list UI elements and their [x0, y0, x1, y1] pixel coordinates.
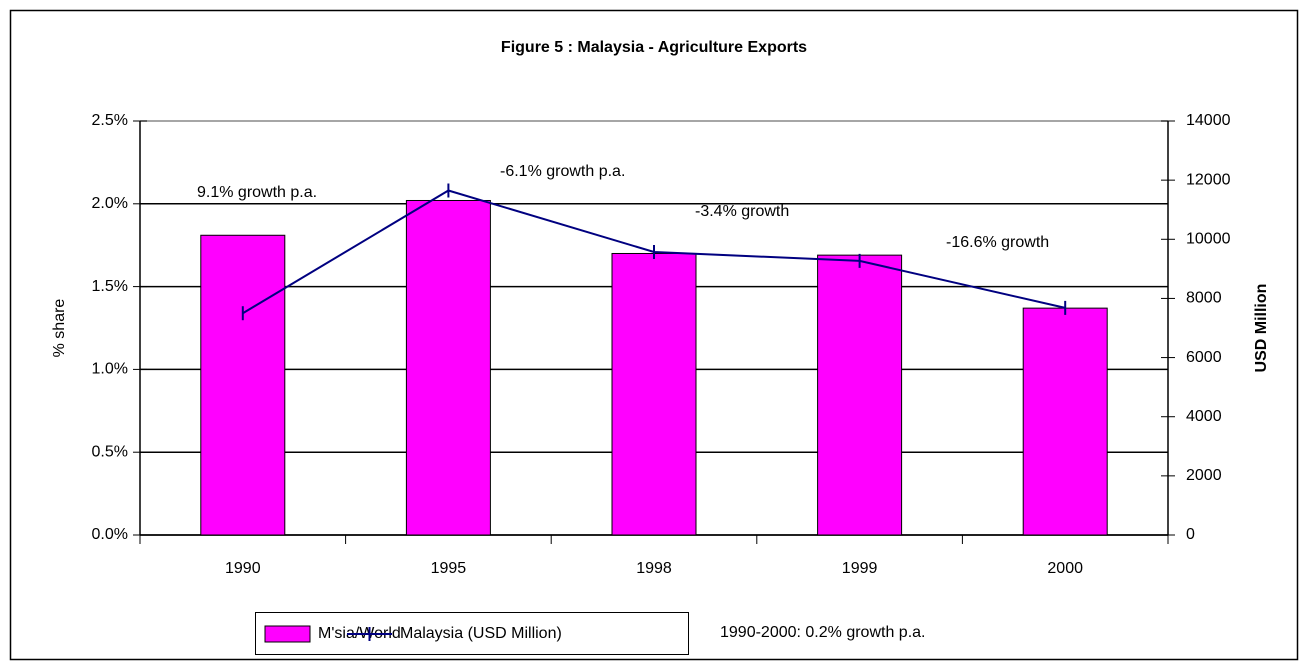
x-tick-label: 1995 — [431, 560, 467, 577]
y2-tick-label: 2000 — [1186, 467, 1222, 484]
y-tick-label: 0.5% — [92, 443, 128, 460]
x-tick-label: 1999 — [842, 560, 878, 577]
y-axis-label: % share — [51, 299, 68, 358]
legend-swatch — [264, 625, 311, 643]
y-tick-label: 1.0% — [92, 361, 128, 378]
annotation: -3.4% growth — [695, 203, 789, 220]
bar — [405, 199, 491, 536]
bar — [611, 252, 697, 536]
y-tick-label: 1.5% — [92, 278, 128, 295]
y-tick-label: 0.0% — [92, 526, 128, 543]
y2-tick-label: 4000 — [1186, 408, 1222, 425]
chart-title: Figure 5 : Malaysia - Agriculture Export… — [501, 39, 807, 56]
bar — [1022, 307, 1108, 536]
annotation: -16.6% growth — [946, 234, 1049, 251]
y2-tick-label: 14000 — [1186, 112, 1231, 129]
x-tick-label: 2000 — [1047, 560, 1083, 577]
annotation: 1990-2000: 0.2% growth p.a. — [720, 624, 925, 641]
y2-tick-label: 8000 — [1186, 290, 1222, 307]
legend-label: Malaysia (USD Million) — [400, 625, 562, 642]
y2-axis-label: USD Million — [1253, 284, 1270, 373]
y-tick-label: 2.0% — [92, 195, 128, 212]
annotation: -6.1% growth p.a. — [500, 163, 625, 180]
y2-tick-label: 10000 — [1186, 231, 1231, 248]
y2-tick-label: 6000 — [1186, 349, 1222, 366]
x-tick-label: 1998 — [636, 560, 672, 577]
x-tick-label: 1990 — [225, 560, 261, 577]
bar — [200, 234, 286, 536]
annotation: 9.1% growth p.a. — [197, 184, 317, 201]
legend — [255, 612, 689, 655]
bar — [817, 254, 903, 536]
y-tick-label: 2.5% — [92, 112, 128, 129]
y2-tick-label: 12000 — [1186, 171, 1231, 188]
y2-tick-label: 0 — [1186, 526, 1195, 543]
